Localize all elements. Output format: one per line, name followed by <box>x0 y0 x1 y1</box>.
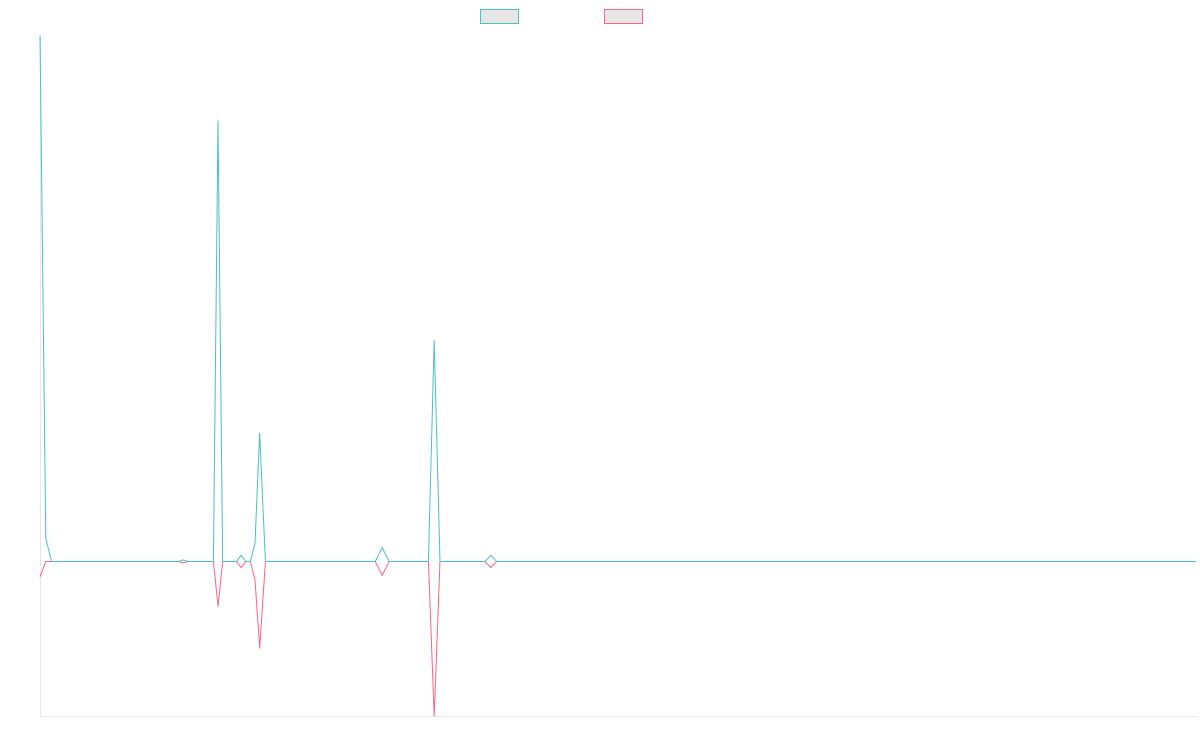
series-layer <box>39 35 1196 717</box>
legend-swatch-pink[interactable] <box>604 9 643 24</box>
legend-swatch-teal[interactable] <box>480 9 519 24</box>
series-line-0[interactable] <box>39 35 1196 562</box>
series-line-1[interactable] <box>39 560 1196 717</box>
